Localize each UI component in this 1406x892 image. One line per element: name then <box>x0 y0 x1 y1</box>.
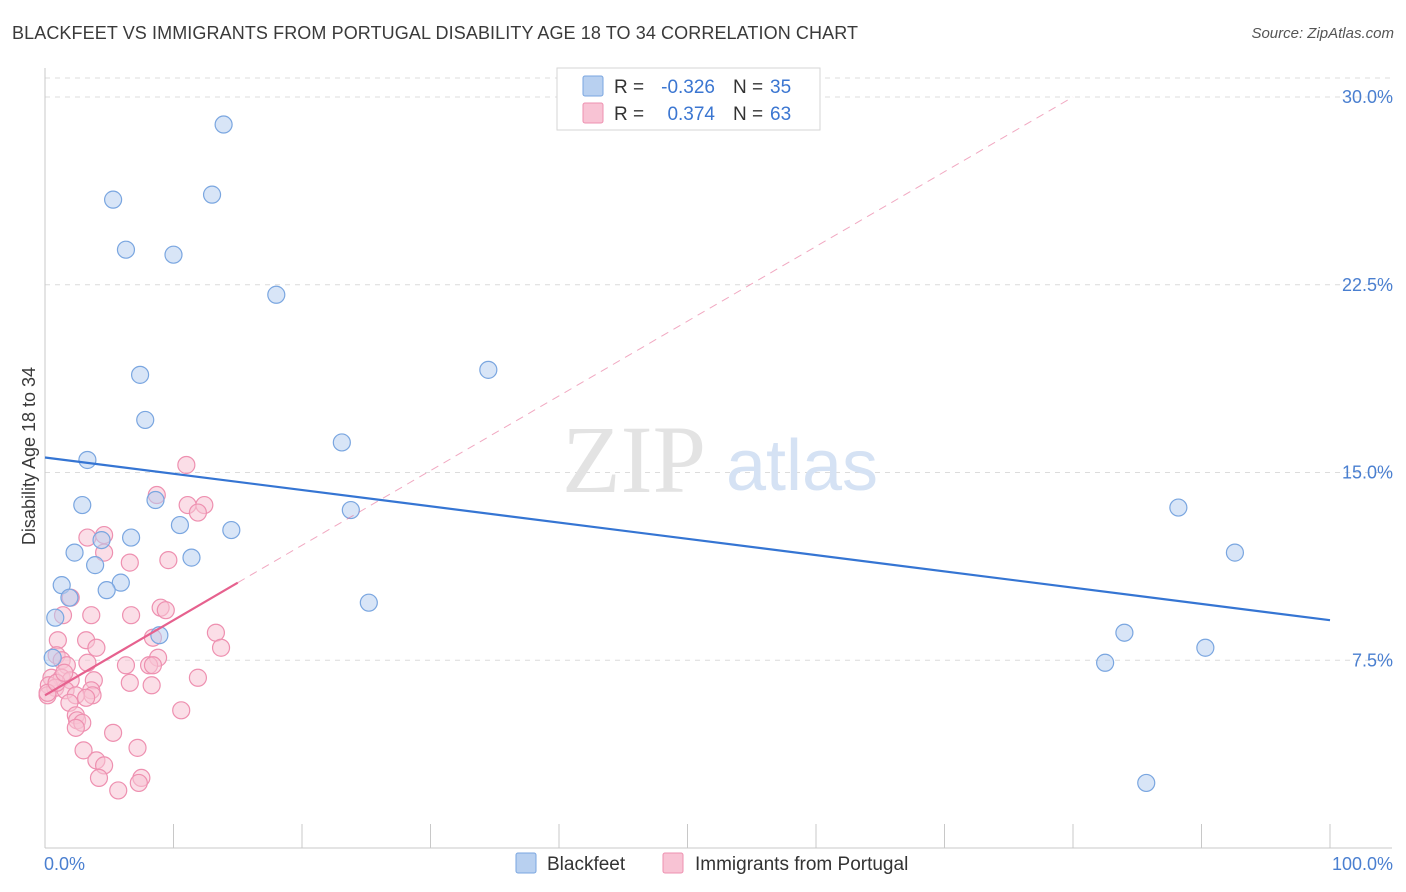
legend-r-value: -0.326 <box>661 77 715 98</box>
blue-data-point <box>202 185 222 204</box>
blue-data-point <box>121 528 141 547</box>
watermark-atlas: atlas <box>726 426 878 506</box>
pink-data-point <box>87 638 106 657</box>
legend-r-value: 0.374 <box>667 104 715 125</box>
legend-swatch-pink <box>582 102 604 124</box>
blue-data-point <box>116 240 136 259</box>
pink-data-point <box>188 668 208 687</box>
pink-data-point <box>129 773 148 793</box>
blue-data-point <box>1169 498 1188 517</box>
axes <box>44 68 1392 849</box>
bottom-legend-blackfeet: Blackfeet <box>547 854 626 875</box>
blue-data-point <box>479 360 498 379</box>
blue-data-point <box>1115 623 1134 642</box>
blue-data-point <box>164 245 183 264</box>
blue-data-point <box>214 115 233 134</box>
bottom-legend: Blackfeet Immigrants from Portugal <box>515 852 908 875</box>
blue-data-point <box>222 520 241 540</box>
pink-data-point <box>120 673 139 692</box>
pink-data-point <box>104 723 123 742</box>
pink-data-point <box>116 656 136 675</box>
pink-trend-extension <box>237 96 1074 584</box>
pink-data-point <box>78 653 97 672</box>
legend: R = -0.326 N = 35 R = 0.374 N = 63 <box>556 67 821 131</box>
blue-data-point <box>359 593 378 612</box>
y-tick-label: 15.0% <box>1342 463 1393 483</box>
y-tick-labels: 7.5% 15.0% 22.5% 30.0% <box>1342 87 1393 670</box>
legend-n-value: 63 <box>770 104 791 125</box>
pink-data-point <box>120 553 139 572</box>
pink-data-point <box>206 623 226 642</box>
blue-data-point <box>43 648 62 667</box>
y-tick-label: 22.5% <box>1342 275 1393 295</box>
source-label: Source: ZipAtlas.com <box>1251 25 1394 42</box>
pink-data-point <box>211 638 231 657</box>
x-tick-label-max: 100.0% <box>1332 854 1393 874</box>
blue-data-point <box>130 365 150 384</box>
blue-data-point <box>170 515 190 535</box>
blue-series-points <box>43 115 1245 793</box>
pink-data-point <box>159 551 178 570</box>
pink-data-point <box>55 663 74 682</box>
legend-r-label: R = <box>614 104 644 125</box>
pink-data-point <box>121 606 141 625</box>
y-tick-label: 30.0% <box>1342 87 1393 107</box>
legend-n-value: 35 <box>770 77 791 98</box>
blue-data-point <box>92 530 111 550</box>
blue-trend-line <box>44 456 1331 622</box>
x-tick-label-min: 0.0% <box>44 854 85 874</box>
blue-data-point <box>1225 543 1245 562</box>
chart-title: BLACKFEET VS IMMIGRANTS FROM PORTUGAL DI… <box>12 23 859 43</box>
bottom-legend-portugal: Immigrants from Portugal <box>695 854 908 875</box>
pink-data-point <box>109 781 128 800</box>
x-tick-labels: 0.0% 100.0% <box>44 854 1393 874</box>
blue-data-point <box>104 190 123 209</box>
pink-data-point <box>177 455 196 475</box>
blue-data-point <box>1137 773 1156 793</box>
blue-data-point <box>111 573 130 592</box>
blue-data-point <box>60 588 79 607</box>
y-tick-label: 7.5% <box>1352 650 1393 670</box>
pink-data-point <box>77 688 96 707</box>
bottom-legend-swatch-blue <box>515 852 537 874</box>
legend-swatch-blue <box>582 75 604 97</box>
pink-data-point <box>89 768 109 788</box>
blue-data-point <box>182 548 201 567</box>
pink-series-points <box>38 455 231 800</box>
pink-data-point <box>143 656 163 675</box>
blue-data-point <box>267 285 286 304</box>
pink-data-point <box>66 718 85 737</box>
bottom-legend-swatch-pink <box>662 852 684 874</box>
watermark: ZIP atlas <box>562 406 878 513</box>
pink-data-point <box>188 503 208 522</box>
blue-data-point <box>1196 638 1215 657</box>
pink-data-point <box>74 741 93 760</box>
trend-lines <box>44 96 1331 697</box>
blue-data-point <box>332 433 351 452</box>
pink-data-point <box>172 701 191 720</box>
pink-data-point <box>142 676 161 695</box>
blue-data-point <box>146 490 165 510</box>
legend-n-label: N = <box>733 77 763 98</box>
blue-data-point <box>97 581 116 600</box>
watermark-zip: ZIP <box>562 406 706 513</box>
blue-data-point <box>65 543 84 562</box>
pink-data-point <box>48 631 67 650</box>
blue-data-point <box>46 608 65 627</box>
legend-r-label: R = <box>614 77 644 98</box>
pink-trend-line <box>44 581 239 697</box>
legend-n-label: N = <box>733 104 763 125</box>
blue-data-point <box>136 410 155 430</box>
gridlines <box>45 77 1392 661</box>
blue-data-point <box>73 495 92 515</box>
blue-data-point <box>341 500 360 520</box>
pink-data-point <box>128 738 147 757</box>
blue-data-point <box>1096 653 1115 672</box>
pink-data-point <box>156 601 175 620</box>
blue-data-point <box>78 450 97 470</box>
blue-data-point <box>86 556 105 575</box>
pink-data-point <box>82 606 101 625</box>
y-axis-title: Disability Age 18 to 34 <box>19 367 39 545</box>
